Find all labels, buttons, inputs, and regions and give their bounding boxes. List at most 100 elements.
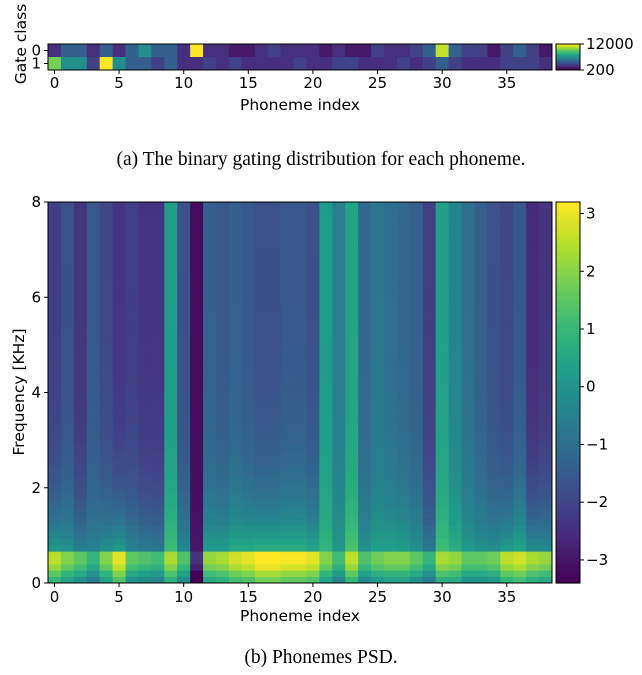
psd-cell [280, 551, 294, 558]
psd-cell [435, 278, 450, 285]
psd-cell [99, 468, 114, 476]
psd-cell [487, 576, 501, 584]
psd-cell [216, 227, 230, 235]
psd-cell [396, 424, 411, 431]
psd-cell [99, 436, 114, 444]
psd-cell [60, 462, 75, 470]
psd-cell [358, 405, 372, 412]
psd-cell [164, 449, 178, 457]
psd-cell [48, 322, 62, 330]
psd-cell [86, 329, 101, 336]
psd-cell [396, 487, 411, 495]
psd-cell [345, 392, 359, 400]
psd-x-axis-label: Phoneme index [240, 607, 360, 625]
psd-cell [164, 354, 178, 362]
psd-cell [345, 468, 359, 476]
psd-cell [435, 290, 450, 298]
psd-cell [112, 557, 126, 565]
psd-cell [125, 379, 139, 387]
gate-colorbar-step [556, 63, 580, 65]
psd-cell [164, 208, 178, 216]
psd-colorbar-step [556, 389, 580, 394]
psd-cell [125, 500, 139, 508]
psd-cell [280, 468, 294, 476]
psd-cell [293, 398, 307, 406]
psd-cell [216, 221, 230, 228]
psd-cell [48, 290, 62, 298]
psd-cell [99, 227, 114, 235]
psd-cell [73, 443, 88, 451]
psd-cell [396, 233, 411, 241]
psd-cell [293, 481, 307, 489]
psd-cell [190, 392, 204, 400]
psd-colorbar-step [556, 506, 580, 511]
psd-colorbar-step [556, 436, 580, 441]
psd-cell [487, 525, 501, 533]
psd-cell [241, 576, 256, 584]
psd-cell [513, 252, 527, 260]
psd-cell [319, 443, 333, 451]
psd-cell [151, 316, 165, 324]
psd-cell [190, 468, 204, 476]
psd-cell [345, 500, 359, 508]
psd-cell [345, 252, 359, 260]
psd-cell [267, 538, 282, 546]
psd-cell [112, 513, 126, 520]
psd-cell [474, 259, 488, 266]
psd-cell [280, 367, 294, 374]
psd-cell [99, 430, 114, 438]
psd-cell [332, 297, 346, 304]
psd-cell [164, 309, 178, 317]
psd-cell [319, 284, 333, 292]
psd-cell [319, 475, 333, 482]
psd-cell [203, 379, 217, 387]
psd-cell [254, 481, 269, 489]
psd-cell [151, 233, 165, 241]
psd-cell [526, 379, 540, 387]
psd-cell [86, 252, 101, 260]
psd-cell [73, 398, 88, 406]
psd-cell [60, 316, 75, 324]
psd-cell [526, 386, 540, 393]
psd-cell [254, 544, 269, 552]
psd-cell [332, 367, 346, 374]
psd-cell [448, 360, 462, 368]
psd-cell [48, 563, 62, 571]
psd-colorbar-step [556, 421, 580, 425]
psd-cell [306, 525, 320, 533]
psd-cell [371, 341, 385, 349]
psd-cell [474, 367, 488, 374]
psd-cell [345, 411, 359, 419]
psd-cell [345, 475, 359, 482]
psd-cell [125, 373, 139, 381]
caption-a: (a) The binary gating distribution for e… [116, 149, 525, 170]
psd-cell [500, 360, 514, 368]
psd-cell [86, 202, 101, 209]
psd-cell [345, 309, 359, 317]
psd-cell [138, 481, 152, 489]
psd-cell [448, 246, 462, 254]
psd-cell [384, 373, 398, 381]
psd-cell [203, 284, 217, 292]
psd-cell [422, 398, 437, 406]
psd-cell [177, 348, 191, 355]
psd-cell [60, 202, 75, 209]
psd-cell [125, 456, 139, 463]
psd-colorbar-step [556, 230, 580, 235]
psd-cell [345, 367, 359, 374]
psd-colorbar-step [556, 519, 580, 524]
gate-cell [280, 44, 294, 58]
psd-cell [500, 468, 514, 476]
psd-cell [190, 278, 204, 285]
psd-cell [435, 449, 450, 457]
psd-cell [435, 430, 450, 438]
psd-cell [138, 240, 152, 247]
psd-cell [99, 309, 114, 317]
psd-cell [254, 303, 269, 311]
psd-cell [267, 557, 282, 565]
psd-cell [293, 322, 307, 330]
psd-cell [474, 335, 488, 343]
psd-cell [177, 386, 191, 393]
psd-cell [474, 284, 488, 292]
psd-colorbar-step [556, 481, 580, 486]
